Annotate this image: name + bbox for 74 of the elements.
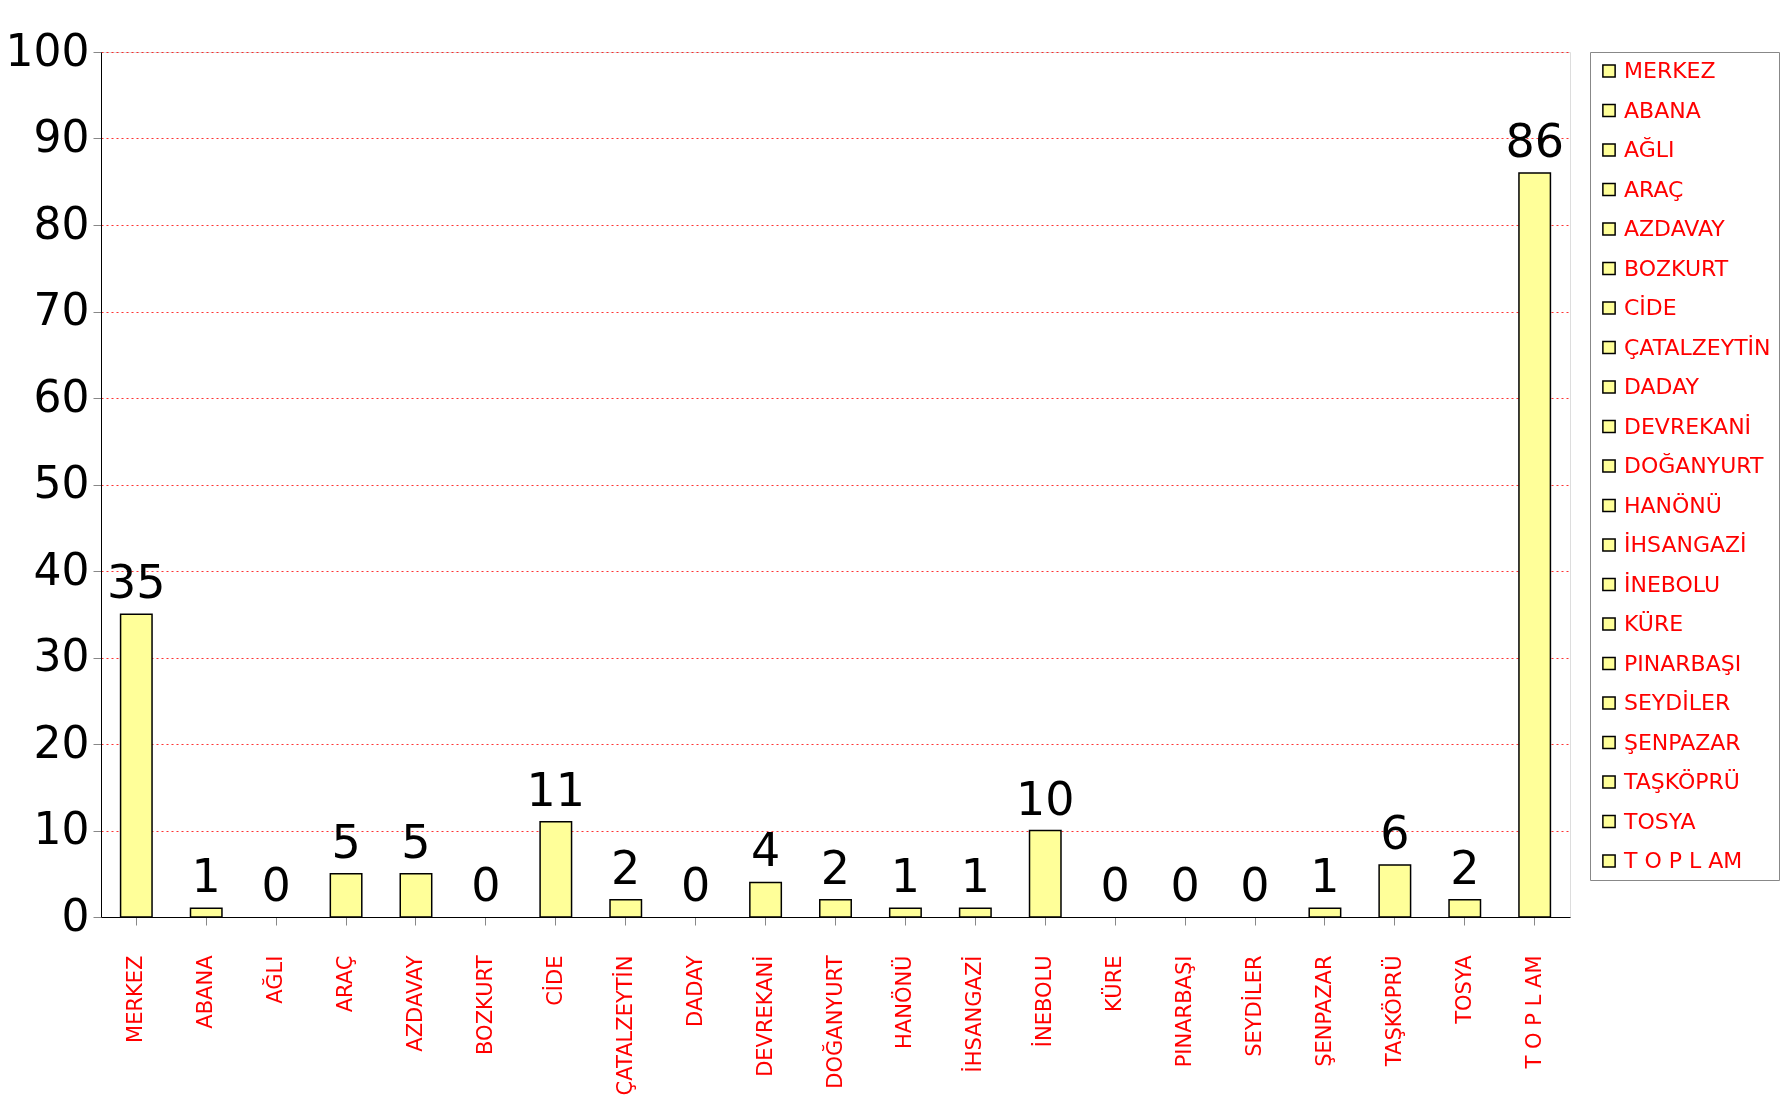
data-label: 1 — [890, 849, 921, 904]
x-tick-label: DEVREKANİ — [751, 955, 777, 1077]
x-tick-label: ŞENPAZAR — [1311, 955, 1336, 1067]
data-label: 1 — [191, 849, 221, 904]
x-tick-label: ARAÇ — [333, 955, 358, 1013]
x-tick-label: AĞLI — [262, 955, 288, 1004]
x-tick-label: SEYDİLER — [1241, 955, 1267, 1057]
y-tick-label: 0 — [61, 889, 90, 941]
data-label: 5 — [401, 814, 431, 869]
legend-label: AĞLI — [1624, 137, 1675, 162]
legend-label: CİDE — [1624, 295, 1677, 320]
legend-label: ÇATALZEYTİN — [1624, 334, 1771, 360]
data-label: 5 — [331, 814, 361, 869]
x-tick-label: DOĞANYURT — [821, 955, 847, 1089]
data-label: 10 — [1015, 771, 1075, 826]
data-label: 6 — [1380, 806, 1410, 861]
legend-label: TOSYA — [1623, 808, 1696, 834]
x-tick-label: ÇATALZEYTİN — [611, 955, 637, 1096]
y-tick-label: 20 — [33, 716, 90, 768]
x-tick-label: HANÖNÜ — [891, 955, 917, 1049]
legend-label: MERKEZ — [1624, 58, 1716, 83]
data-label: 0 — [1100, 858, 1130, 912]
y-tick-label: 40 — [33, 543, 90, 595]
x-tick-label: CİDE — [541, 955, 567, 1006]
y-tick-label: 100 — [5, 24, 90, 76]
data-label: 2 — [611, 840, 641, 895]
data-label: 1 — [1310, 849, 1340, 904]
x-tick-label: T O P L AM — [1521, 955, 1546, 1070]
legend-label: DEVREKANİ — [1624, 413, 1752, 439]
x-tick-label: İHSANGAZİ — [961, 955, 987, 1073]
x-tick-label: AZDAVAY — [402, 955, 427, 1052]
legend-label: T O P L AM — [1623, 848, 1743, 873]
x-tick-label: TAŞKÖPRÜ — [1380, 955, 1406, 1068]
legend-label: İHSANGAZİ — [1624, 532, 1747, 557]
data-label: 2 — [820, 840, 851, 895]
legend-label: TAŞKÖPRÜ — [1623, 769, 1740, 794]
data-label: 4 — [750, 823, 781, 878]
x-tick-label: PINARBAŞI — [1172, 955, 1197, 1068]
legend-label: HANÖNÜ — [1624, 492, 1722, 518]
data-label: 0 — [471, 858, 501, 912]
data-label: 2 — [1450, 840, 1480, 895]
data-label: 35 — [107, 555, 166, 610]
x-tick-label: İNEBOLU — [1031, 955, 1057, 1048]
legend-label: BOZKURT — [1624, 255, 1729, 281]
legend-label: PINARBAŞI — [1624, 650, 1742, 676]
x-tick-label: DADAY — [682, 955, 707, 1028]
data-label: 11 — [526, 762, 586, 817]
x-tick-label: ABANA — [193, 954, 218, 1029]
legend-label: DOĞANYURT — [1624, 453, 1765, 478]
legend-label: KÜRE — [1624, 611, 1684, 636]
data-label: 0 — [1240, 858, 1270, 912]
data-label: 0 — [261, 858, 291, 912]
legend-label: SEYDİLER — [1624, 690, 1731, 715]
x-tick-label: KÜRE — [1101, 955, 1127, 1012]
legend-label: DADAY — [1624, 374, 1700, 399]
y-tick-label: 70 — [33, 284, 90, 335]
y-tick-label: 60 — [33, 370, 90, 422]
legend-label: İNEBOLU — [1624, 571, 1721, 597]
legend-label: ŞENPAZAR — [1624, 729, 1741, 755]
x-tick-label: BOZKURT — [472, 955, 497, 1055]
data-label: 0 — [681, 858, 711, 912]
x-tick-label: TOSYA — [1451, 954, 1476, 1025]
x-tick-label: MERKEZ — [123, 955, 148, 1043]
legend-label: AZDAVAY — [1624, 216, 1726, 241]
data-label: 86 — [1505, 114, 1564, 169]
y-tick-label: 50 — [33, 457, 90, 508]
legend-label: ABANA — [1624, 97, 1701, 123]
data-label: 0 — [1170, 858, 1200, 912]
data-label: 1 — [960, 849, 990, 904]
y-tick-label: 90 — [33, 111, 90, 162]
y-tick-label: 10 — [33, 803, 90, 854]
y-tick-label: 30 — [33, 630, 90, 681]
legend-label: ARAÇ — [1624, 176, 1684, 202]
y-tick-label: 80 — [33, 197, 90, 249]
